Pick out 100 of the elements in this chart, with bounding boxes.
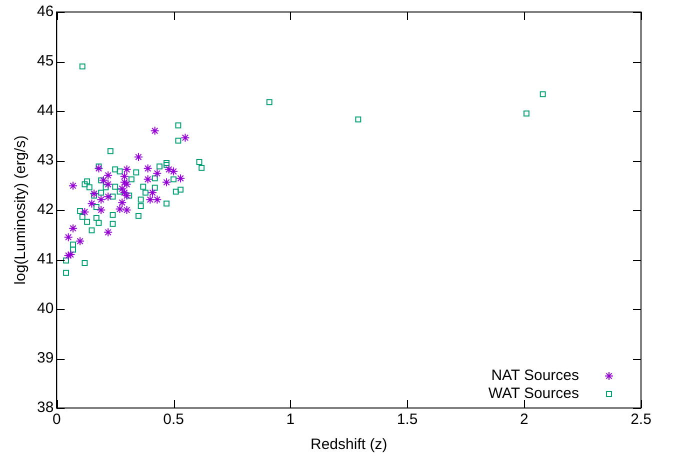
point bbox=[178, 186, 184, 193]
point bbox=[152, 175, 158, 182]
point bbox=[120, 172, 129, 181]
point bbox=[88, 227, 95, 234]
point bbox=[128, 176, 134, 182]
point bbox=[115, 204, 124, 214]
point bbox=[143, 174, 152, 184]
point bbox=[142, 190, 148, 196]
point bbox=[120, 188, 129, 198]
point bbox=[112, 166, 118, 172]
point bbox=[152, 195, 162, 204]
point bbox=[150, 126, 160, 136]
y-tick-label: 39 bbox=[36, 350, 54, 367]
point bbox=[104, 228, 113, 237]
point bbox=[540, 91, 546, 98]
point bbox=[133, 169, 140, 176]
point bbox=[122, 180, 132, 189]
point bbox=[118, 198, 127, 208]
x-tick-label: 2.5 bbox=[630, 411, 652, 428]
point bbox=[79, 63, 86, 70]
point bbox=[90, 189, 99, 198]
point bbox=[98, 176, 108, 185]
point bbox=[116, 188, 123, 195]
point bbox=[180, 133, 190, 142]
point bbox=[94, 164, 104, 173]
point bbox=[126, 192, 132, 199]
point bbox=[87, 199, 96, 208]
point bbox=[77, 208, 84, 214]
point bbox=[84, 178, 90, 184]
x-tick-label: 0 bbox=[52, 411, 61, 428]
point bbox=[140, 184, 146, 190]
point bbox=[91, 192, 98, 199]
point bbox=[66, 250, 76, 260]
point bbox=[98, 177, 104, 184]
y-tick-label: 46 bbox=[36, 3, 54, 20]
point bbox=[104, 180, 113, 189]
y-tick-label: 43 bbox=[36, 152, 54, 169]
point bbox=[79, 214, 86, 220]
y-tick-label: 45 bbox=[36, 52, 54, 70]
point bbox=[68, 181, 78, 190]
point bbox=[93, 214, 100, 221]
point bbox=[138, 203, 144, 210]
point bbox=[98, 190, 104, 196]
point bbox=[96, 206, 106, 214]
point bbox=[64, 232, 73, 242]
point bbox=[96, 195, 106, 204]
point bbox=[93, 204, 100, 210]
point bbox=[112, 184, 118, 190]
x-tick-label: 2 bbox=[520, 411, 528, 428]
point bbox=[152, 168, 162, 178]
point bbox=[122, 206, 132, 214]
point bbox=[107, 148, 114, 154]
y-tick-label: 40 bbox=[36, 300, 54, 318]
point bbox=[118, 184, 127, 194]
point bbox=[138, 196, 144, 203]
x-tick-label: 0.5 bbox=[163, 411, 184, 428]
point bbox=[63, 270, 70, 276]
point bbox=[82, 181, 88, 188]
point bbox=[82, 260, 88, 266]
point bbox=[96, 220, 102, 226]
point bbox=[63, 258, 70, 264]
point bbox=[120, 178, 129, 187]
point bbox=[80, 207, 90, 216]
point bbox=[146, 195, 155, 204]
legend-label: WAT Sources bbox=[488, 385, 579, 402]
point bbox=[170, 176, 177, 182]
point bbox=[104, 170, 113, 180]
point bbox=[104, 192, 113, 202]
point bbox=[134, 152, 143, 162]
x-tick-label: 1 bbox=[286, 411, 295, 428]
point bbox=[110, 212, 116, 218]
point bbox=[169, 166, 178, 176]
point bbox=[176, 174, 186, 183]
point bbox=[116, 168, 123, 174]
y-tick-label: 44 bbox=[36, 102, 54, 120]
point bbox=[162, 178, 172, 187]
y-tick-label: 38 bbox=[36, 399, 54, 416]
point bbox=[524, 110, 530, 116]
legend-label: NAT Sources bbox=[491, 367, 579, 384]
y-tick-label: 42 bbox=[36, 201, 54, 218]
point bbox=[175, 122, 182, 128]
point bbox=[70, 246, 76, 253]
point bbox=[84, 218, 90, 225]
point bbox=[96, 163, 102, 170]
point bbox=[152, 184, 158, 191]
point bbox=[148, 188, 158, 198]
point bbox=[266, 99, 272, 106]
point bbox=[164, 164, 174, 174]
point bbox=[156, 163, 162, 170]
point bbox=[172, 188, 179, 195]
point bbox=[110, 194, 116, 200]
point bbox=[64, 251, 73, 260]
point bbox=[143, 164, 152, 173]
point bbox=[198, 164, 205, 171]
point bbox=[355, 116, 362, 122]
point bbox=[86, 184, 92, 190]
point bbox=[136, 212, 142, 219]
point bbox=[175, 138, 182, 144]
point bbox=[76, 236, 85, 246]
y-tick-label: 41 bbox=[36, 250, 54, 268]
